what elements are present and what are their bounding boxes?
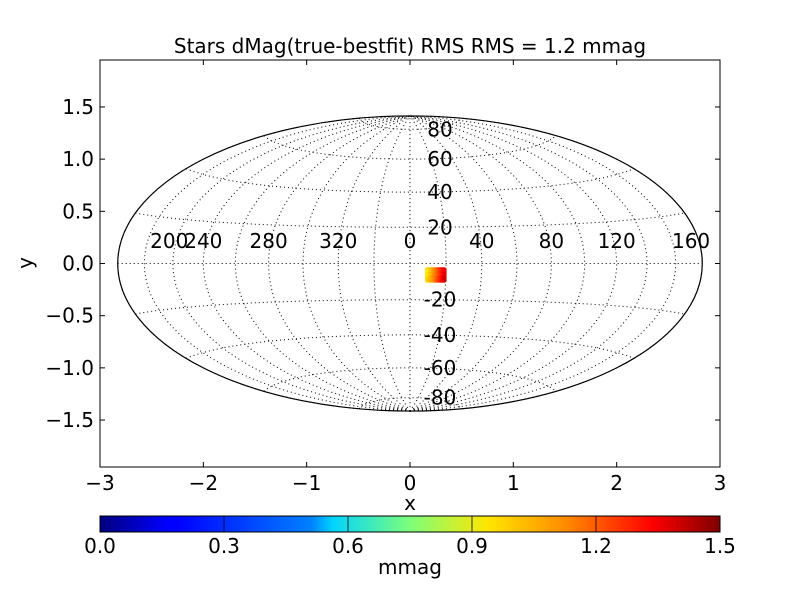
x-tick-label: 1 <box>507 471 520 495</box>
x-tick-label: 2 <box>610 471 623 495</box>
parallel-line <box>358 397 462 410</box>
meridian-line <box>409 115 552 412</box>
longitude-label: 40 <box>469 229 494 253</box>
colorbar-label: mmag <box>378 555 442 579</box>
x-axis-label: x <box>404 491 416 515</box>
meridian-line <box>268 115 411 412</box>
y-axis-label: y <box>13 257 37 269</box>
x-tick-label: −1 <box>292 471 321 495</box>
projection-boundary <box>117 115 703 412</box>
latitude-label: -60 <box>424 356 457 380</box>
y-tick-label: 1.0 <box>62 147 94 171</box>
parallel-line <box>135 212 685 228</box>
colorbar-tick-label: 0.6 <box>332 534 364 558</box>
parallel-line <box>185 168 635 193</box>
meridian-line <box>234 115 411 412</box>
longitude-label: 240 <box>184 229 222 253</box>
y-tick-label: 1.5 <box>62 95 94 119</box>
colorbar-tick-label: 1.5 <box>704 534 736 558</box>
chart-title: Stars dMag(true-bestfit) RMS RMS = 1.2 m… <box>174 34 646 58</box>
latitude-label: 60 <box>427 147 452 171</box>
meridian-line <box>409 115 447 412</box>
longitude-label: 0 <box>404 229 417 253</box>
colorbar: 0.0 0.3 0.6 0.9 1.2 1.5 mmag <box>84 515 736 579</box>
meridian-line <box>409 115 586 412</box>
y-tick-label: 0.5 <box>62 199 94 223</box>
y-tick-label: −1.0 <box>45 356 94 380</box>
meridian-line <box>302 115 411 412</box>
meridian-line <box>172 115 411 412</box>
x-axis-ticks: −3 −2 −1 0 1 2 3 <box>85 60 726 495</box>
x-tick-label: −3 <box>85 471 114 495</box>
meridian-line <box>373 115 411 412</box>
parallel-line <box>263 135 557 160</box>
longitude-label: 160 <box>672 229 710 253</box>
longitude-label: 280 <box>250 229 288 253</box>
colorbar-ticks: 0.0 0.3 0.6 0.9 1.2 1.5 <box>84 516 736 558</box>
data-points <box>424 267 447 283</box>
longitude-label: 120 <box>598 229 636 253</box>
meridian-line <box>143 115 411 412</box>
x-tick-label: −2 <box>189 471 218 495</box>
parallel-line <box>263 367 557 392</box>
meridian-line <box>409 115 677 412</box>
y-tick-label: −1.5 <box>45 408 94 432</box>
meridian-line <box>409 115 518 412</box>
colorbar-tick-label: 0.9 <box>456 534 488 558</box>
latitude-label: -20 <box>424 288 457 312</box>
y-tick-label: −0.5 <box>45 304 94 328</box>
latitude-label: 40 <box>427 180 452 204</box>
latitude-label: 20 <box>427 215 452 239</box>
latitude-label: -80 <box>424 386 457 410</box>
meridian-line <box>409 115 648 412</box>
longitude-label: 200 <box>150 229 188 253</box>
data-point <box>441 277 447 283</box>
colorbar-tick-label: 0.3 <box>208 534 240 558</box>
longitude-label: 80 <box>539 229 564 253</box>
colorbar-tick-label: 0.0 <box>84 534 116 558</box>
y-axis-ticks: −1.5 −1.0 −0.5 0.0 0.5 1.0 1.5 <box>45 95 720 432</box>
x-tick-label: 3 <box>714 471 727 495</box>
x-tick-label: 0 <box>404 471 417 495</box>
latitude-label: -40 <box>424 323 457 347</box>
latitude-label: 80 <box>427 117 452 141</box>
y-tick-label: 0.0 <box>62 252 94 276</box>
longitude-label: 320 <box>319 229 357 253</box>
colorbar-gradient <box>99 515 721 533</box>
graticule <box>117 115 703 412</box>
colorbar-tick-label: 1.2 <box>580 534 612 558</box>
